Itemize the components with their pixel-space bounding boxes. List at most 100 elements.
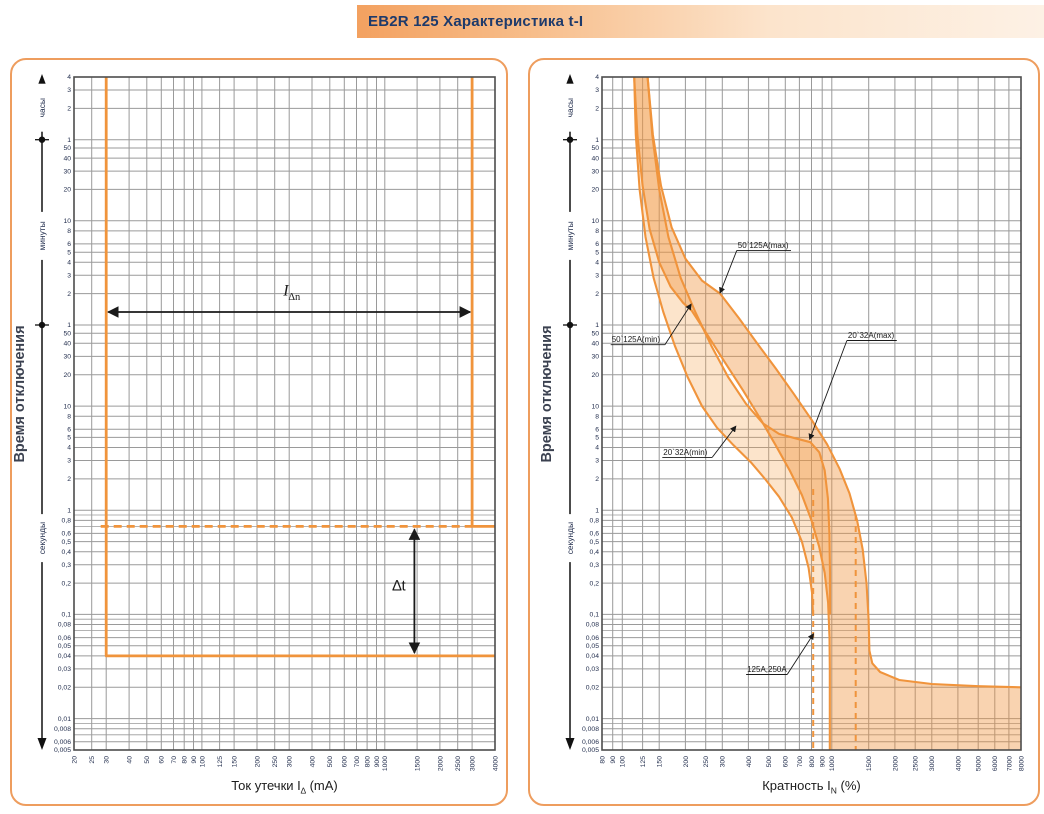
axis-unit-marker xyxy=(566,136,574,143)
y-tick-label: 0,08 xyxy=(58,622,71,629)
time-unit-label: часы xyxy=(565,98,575,117)
x-tick-label: 900 xyxy=(374,756,381,768)
y-axis-title: Время отключения xyxy=(539,325,555,462)
y-tick-label: 0,03 xyxy=(58,666,71,673)
x-tick-label: 200 xyxy=(683,756,690,768)
x-tick-label: 1000 xyxy=(382,756,389,771)
x-tick-label: 125 xyxy=(640,756,647,768)
x-tick-label: 40 xyxy=(127,756,134,764)
y-tick-label: 0,2 xyxy=(62,580,72,587)
x-tick-label: 150 xyxy=(232,756,239,768)
x-tick-label: 700 xyxy=(354,756,361,768)
y-tick-label: 0,005 xyxy=(582,747,599,754)
y-tick-label: 10 xyxy=(591,218,599,225)
x-tick-label: 70 xyxy=(171,756,178,764)
y-tick-label: 20 xyxy=(63,372,71,379)
y-tick-label: 3 xyxy=(595,273,599,280)
y-tick-label: 0,6 xyxy=(62,531,72,538)
y-tick-label: 0,6 xyxy=(590,531,600,538)
y-tick-label: 0,5 xyxy=(590,539,600,546)
y-tick-label: 30 xyxy=(591,168,599,175)
y-tick-label: 0,01 xyxy=(586,716,599,723)
y-tick-labels: 432150403020108654321504030201086543210,… xyxy=(582,74,599,754)
y-tick-label: 1 xyxy=(67,322,71,329)
y-tick-label: 6 xyxy=(67,241,71,248)
x-tick-label: 25 xyxy=(89,756,96,764)
y-tick-label: 5 xyxy=(67,435,71,442)
x-tick-label: 8000 xyxy=(1018,756,1025,771)
time-unit-label: минуты xyxy=(565,221,575,250)
y-tick-label: 4 xyxy=(67,74,71,81)
time-unit-axis: часы минуты секунды xyxy=(35,74,49,750)
y-tick-label: 2 xyxy=(595,291,599,298)
x-tick-label: 1500 xyxy=(415,756,422,771)
callout-20`32A(max): 20`32A(max) xyxy=(808,331,897,441)
callout-label: 20`32A(max) xyxy=(848,331,895,340)
x-tick-label: 500 xyxy=(766,756,773,768)
y-tick-label: 6 xyxy=(595,241,599,248)
x-tick-label: 80 xyxy=(599,756,606,764)
x-tick-label: 125 xyxy=(217,756,224,768)
y-tick-label: 0,02 xyxy=(58,685,71,692)
grid xyxy=(601,76,1022,751)
time-unit-label: секунды xyxy=(37,522,47,554)
curve-20`32A(min) xyxy=(633,76,815,615)
y-tick-label: 0,04 xyxy=(58,653,71,660)
y-tick-label: 50 xyxy=(63,145,71,152)
callout-125A,250A: 125A,250A xyxy=(746,633,815,675)
y-tick-label: 4 xyxy=(595,74,599,81)
axis-down-arrow-icon xyxy=(565,738,575,750)
x-tick-label: 400 xyxy=(746,756,753,768)
callout-label: 20`32A(min) xyxy=(663,448,707,457)
y-tick-label: 3 xyxy=(67,273,71,280)
y-tick-label: 30 xyxy=(63,168,71,175)
plot-border xyxy=(73,76,496,751)
x-tick-label: 600 xyxy=(342,756,349,768)
x-tick-labels: 20 25 30 40 50 60 70 80 90 100 125 150 200 250 300 400 5… xyxy=(71,756,499,771)
callout-label: 50`125A(max) xyxy=(738,241,789,250)
x-tick-label: 250 xyxy=(703,756,710,768)
x-tick-label: 3000 xyxy=(470,756,477,771)
y-tick-label: 0,4 xyxy=(62,549,72,556)
band-20-32A xyxy=(634,77,830,615)
y-tick-label: 0,005 xyxy=(54,747,71,754)
axis-unit-marker xyxy=(38,136,46,143)
y-tick-label: 4 xyxy=(595,445,599,452)
x-tick-label: 90 xyxy=(191,756,198,764)
x-tick-label: 30 xyxy=(104,756,111,764)
y-tick-label: 6 xyxy=(595,426,599,433)
x-tick-label: 500 xyxy=(327,756,334,768)
x-tick-label: 5000 xyxy=(976,756,983,771)
y-tick-label: 0,06 xyxy=(586,635,599,642)
time-unit-label: секунды xyxy=(565,522,575,554)
curve-trip-limit-30mA xyxy=(104,77,495,658)
x-tick-label: 150 xyxy=(657,756,664,768)
y-tick-label: 0,1 xyxy=(590,612,600,619)
y-tick-label: 2 xyxy=(67,106,71,113)
x-tick-label: 200 xyxy=(254,756,261,768)
y-tick-label: 0,05 xyxy=(58,643,71,650)
y-tick-label: 8 xyxy=(67,228,71,235)
y-tick-label: 50 xyxy=(591,145,599,152)
chart-panel-overcurrent: 80 90 100 125 150 200 250 300 400 500 600 700 800 900… xyxy=(528,58,1040,806)
x-axis-title: Ток утечки I∆ (mA) xyxy=(231,778,338,796)
callout-label: 50`125A(min) xyxy=(612,335,661,344)
y-tick-label: 0,04 xyxy=(586,653,599,660)
y-tick-label: 3 xyxy=(595,87,599,94)
y-tick-label: 40 xyxy=(63,155,71,162)
y-tick-label: 4 xyxy=(67,260,71,267)
y-tick-label: 8 xyxy=(595,228,599,235)
y-tick-label: 0,8 xyxy=(62,518,72,525)
grid xyxy=(73,76,496,751)
annotation-dt: ∆t xyxy=(392,528,421,655)
callout-50`125A(min): 50`125A(min) xyxy=(610,303,692,346)
y-tick-label: 10 xyxy=(63,218,71,225)
x-tick-label: 800 xyxy=(365,756,372,768)
x-tick-label: 1000 xyxy=(829,756,836,771)
callout-50`125A(max): 50`125A(max) xyxy=(719,241,791,294)
callout-20`32A(min): 20`32A(min) xyxy=(662,425,737,458)
y-tick-label: 5 xyxy=(67,249,71,256)
y-tick-label: 2 xyxy=(67,476,71,483)
x-tick-label: 3000 xyxy=(929,756,936,771)
y-tick-label: 3 xyxy=(67,87,71,94)
